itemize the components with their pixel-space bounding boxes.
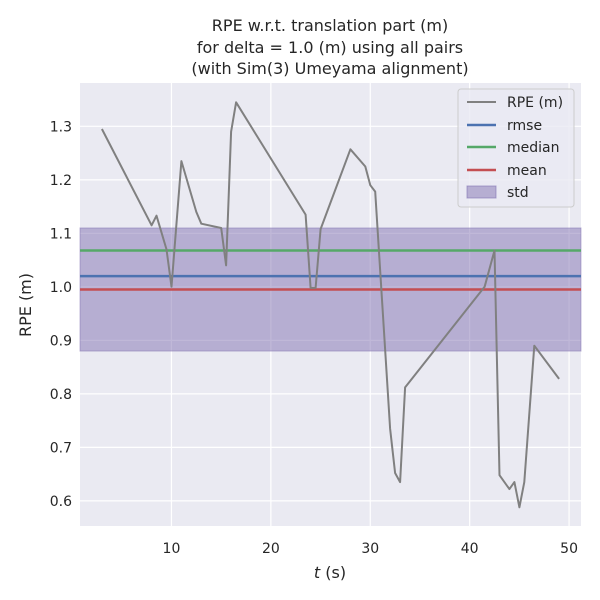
chart-title-line-2: for delta = 1.0 (m) using all pairs — [197, 38, 463, 57]
series-layer — [101, 101, 560, 509]
legend-label-rmse: rmse — [507, 118, 542, 134]
y-tick-label: 1.2 — [50, 173, 72, 189]
legend: RPE (m) rmse median mean std — [457, 88, 575, 208]
y-tick-label: 0.9 — [50, 333, 72, 349]
x-tick-label: 30 — [361, 541, 379, 557]
y-tick-label: 1.3 — [50, 119, 72, 135]
x-axis-label: t (s) — [314, 563, 346, 582]
chart-title-line-3: (with Sim(3) Umeyama alignment) — [191, 59, 468, 78]
legend-label-mean: mean — [507, 163, 547, 179]
x-tick-label: 20 — [262, 541, 280, 557]
legend-label-median: median — [507, 140, 559, 156]
legend-label-rpe: RPE (m) — [507, 95, 563, 111]
chart-title-line-1: RPE w.r.t. translation part (m) — [212, 16, 448, 35]
x-tick-label: 10 — [163, 541, 181, 557]
y-tick-labels: 0.6 0.7 0.8 0.9 1.0 1.1 1.2 1.3 — [50, 119, 72, 510]
y-tick-label: 1.1 — [50, 226, 72, 242]
legend-label-std: std — [507, 185, 529, 201]
x-tick-label: 40 — [461, 541, 479, 557]
rpe-series-line — [101, 101, 560, 509]
legend-box — [457, 88, 575, 208]
legend-swatch-std — [466, 185, 497, 199]
x-tick-labels: 10 20 30 40 50 — [163, 541, 578, 557]
y-tick-label: 0.6 — [50, 494, 72, 510]
y-tick-label: 0.7 — [50, 440, 72, 456]
y-tick-label: 0.8 — [50, 387, 72, 403]
y-tick-label: 1.0 — [50, 280, 72, 296]
stats-layer — [79, 227, 582, 352]
y-axis-label: RPE (m) — [16, 273, 35, 337]
x-tick-label: 50 — [560, 541, 578, 557]
